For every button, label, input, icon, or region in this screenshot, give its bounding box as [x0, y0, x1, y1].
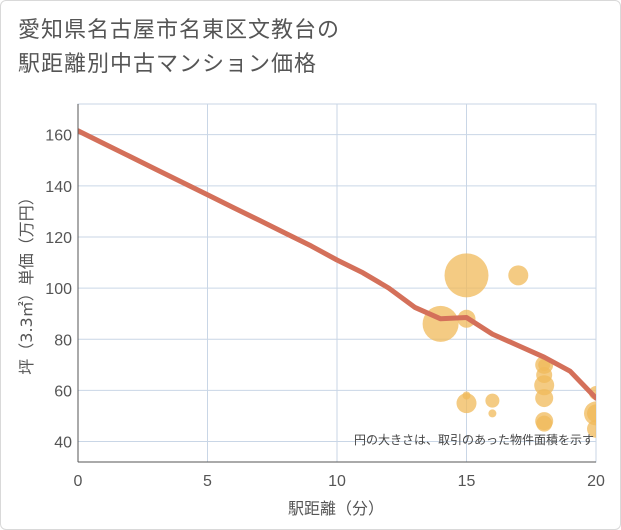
data-bubble [535, 389, 554, 408]
data-bubble [587, 404, 596, 423]
y-tick-label: 120 [45, 230, 72, 247]
data-bubble [534, 375, 555, 396]
data-bubble [538, 358, 551, 371]
chart-title-line-2: 駅距離別中古マンション価格 [18, 52, 318, 77]
y-tick-label: 60 [54, 383, 72, 400]
x-tick-label: 15 [458, 473, 476, 490]
data-bubble [444, 253, 489, 298]
size-annotation: 円の大きさは、取引のあった物件面積を示す [354, 432, 594, 447]
data-bubble [488, 409, 497, 418]
data-bubble [485, 393, 500, 408]
trend-lines [78, 128, 596, 401]
x-tick-label: 5 [203, 473, 212, 490]
x-tick-label: 10 [328, 473, 346, 490]
y-axis-title: 坪（3.3㎡）単価（万円） [17, 189, 36, 374]
y-tick-label: 100 [45, 281, 72, 298]
x-tick-label: 0 [74, 473, 83, 490]
y-tick-label: 140 [45, 179, 72, 196]
data-bubble [456, 393, 477, 414]
chart-title: 愛知県名古屋市名東区文教台の 駅距離別中古マンション価格 [18, 14, 340, 82]
data-bubble [508, 265, 529, 286]
y-tick-label: 80 [54, 332, 72, 349]
data-bubble [536, 415, 553, 432]
y-tick-label: 160 [45, 128, 72, 145]
tick-labels: 40 60 80 100 120 140 160 0 5 10 15 20 [45, 128, 605, 490]
data-bubble [587, 419, 596, 438]
x-axis-title: 駅距離（分） [288, 499, 384, 518]
y-tick-label: 40 [54, 435, 72, 452]
x-tick-label: 20 [587, 473, 605, 490]
axes [77, 104, 596, 463]
chart-title-line-1: 愛知県名古屋市名東区文教台の [18, 18, 341, 43]
trend-line [78, 128, 596, 401]
grid [77, 103, 597, 463]
